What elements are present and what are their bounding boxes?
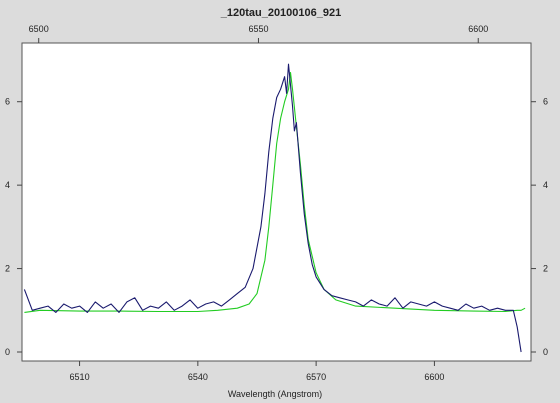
x-top-tick-label: 6500 xyxy=(29,24,49,34)
y-right-tick-label: 6 xyxy=(543,97,548,107)
y-left-tick-label: 0 xyxy=(5,347,10,357)
axis-ticks: 6510 6540 6570 6600 6500 6550 6600 0 0 2 2 4 4 6 6 xyxy=(5,24,548,382)
x-bottom-tick-label: 6570 xyxy=(306,372,326,382)
y-left-tick-label: 4 xyxy=(5,180,10,190)
y-right-tick-label: 2 xyxy=(543,264,548,274)
y-right-tick-label: 4 xyxy=(543,180,548,190)
chart-title: _120tau_20100106_921 xyxy=(220,7,342,19)
x-top-tick-label: 6600 xyxy=(468,24,488,34)
observed-series-line xyxy=(23,63,522,353)
x-bottom-tick-label: 6540 xyxy=(188,372,208,382)
x-axis-label: Wavelength (Angstrom) xyxy=(228,389,322,399)
plot-area xyxy=(21,42,532,362)
x-top-tick-label: 6550 xyxy=(248,24,268,34)
y-right-tick-label: 0 xyxy=(543,347,548,357)
x-bottom-tick-label: 6510 xyxy=(70,372,90,382)
y-left-tick-label: 6 xyxy=(5,97,10,107)
series-layer xyxy=(23,63,526,353)
model-series-line xyxy=(24,71,526,313)
x-bottom-tick-label: 6600 xyxy=(424,372,444,382)
y-left-tick-label: 2 xyxy=(5,264,10,274)
